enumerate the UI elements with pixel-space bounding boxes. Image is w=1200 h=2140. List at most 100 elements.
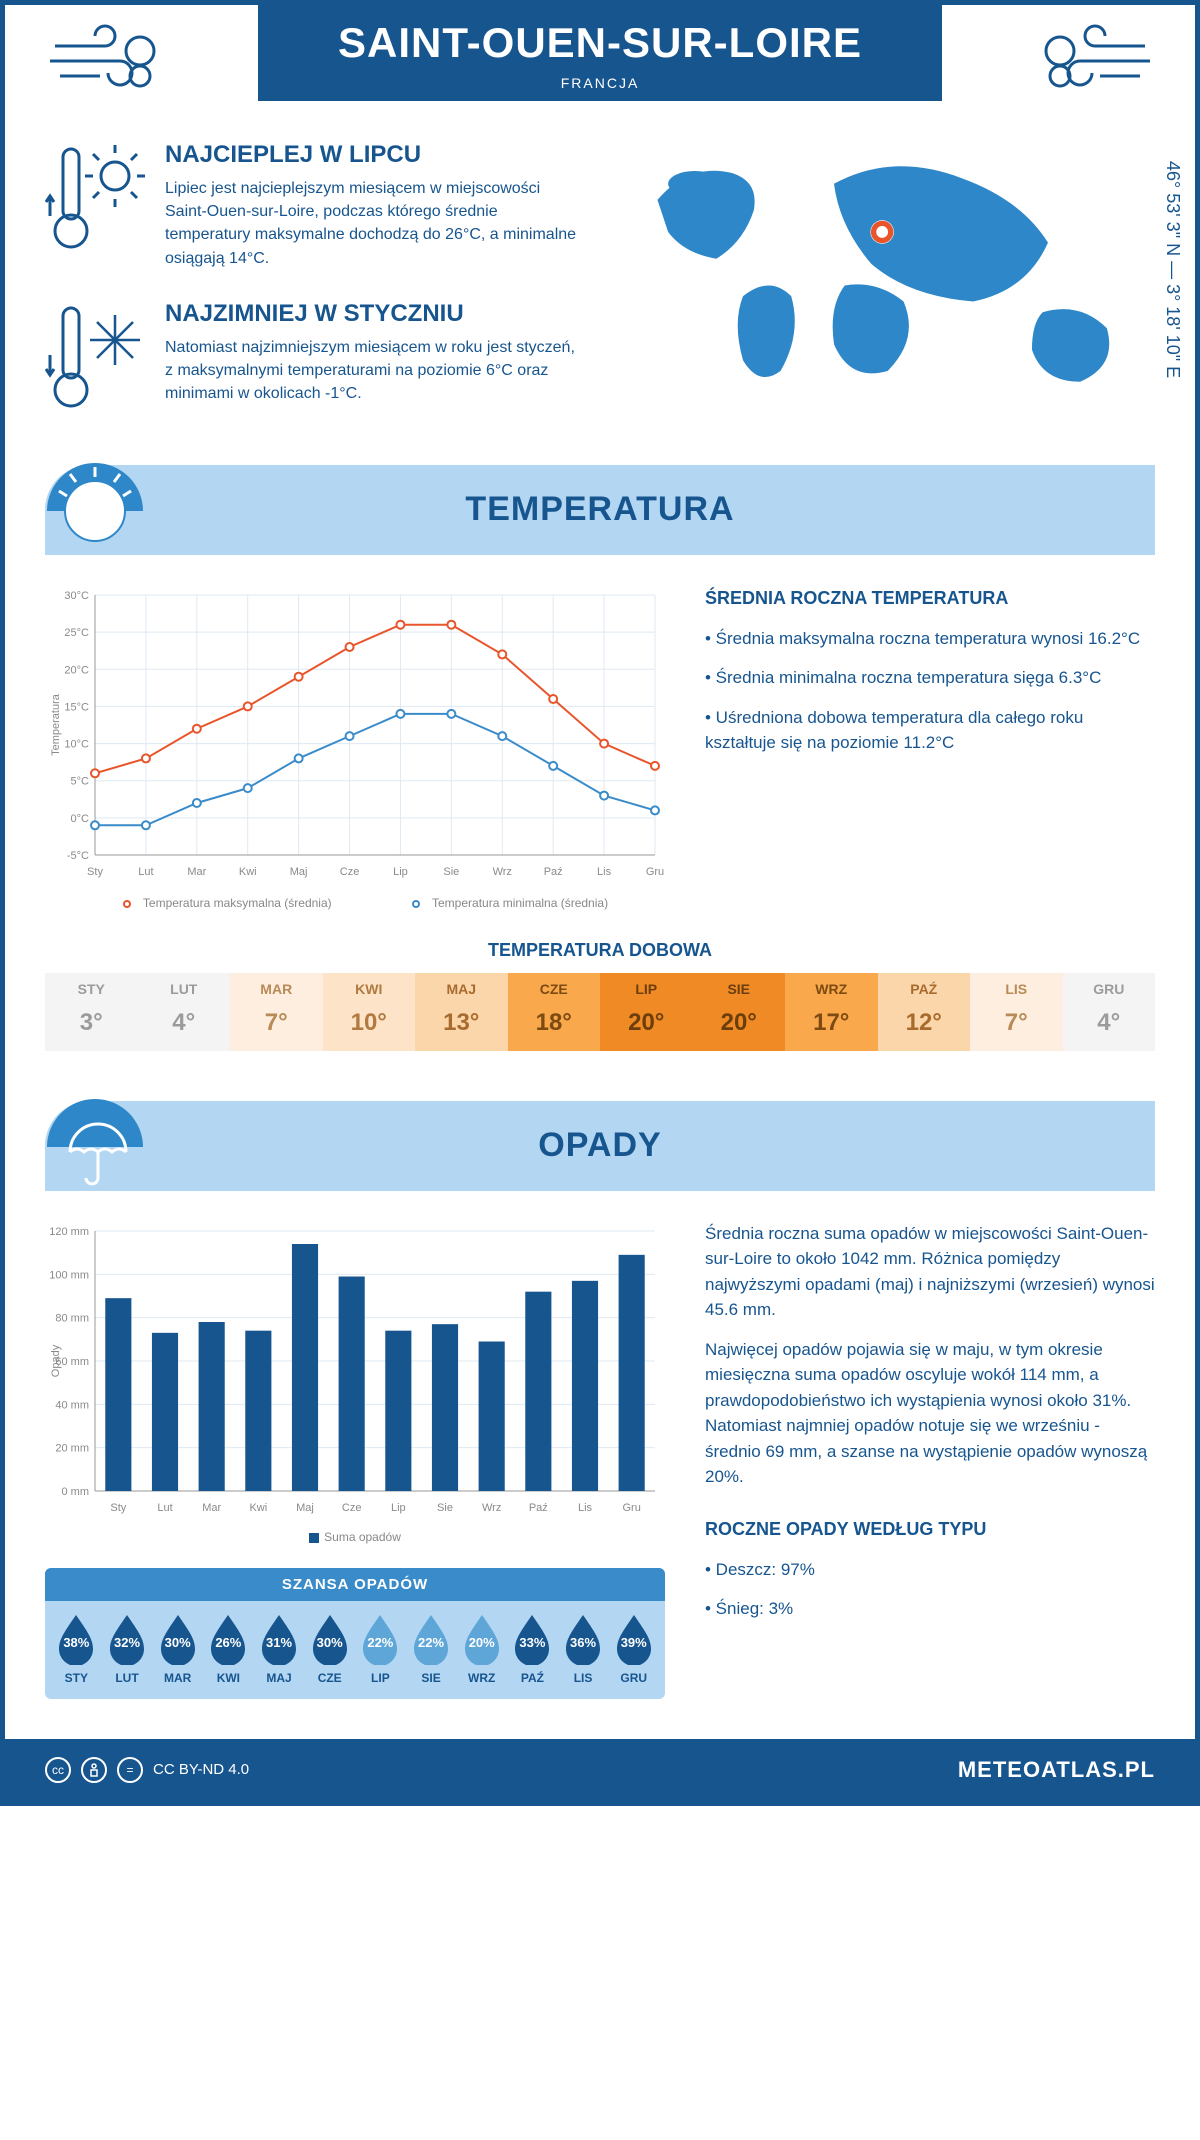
heat-cell: MAJ 13° [415, 973, 508, 1051]
heat-month: CZE [508, 981, 601, 997]
drop-value: 33% [519, 1635, 545, 1650]
umbrella-icon [45, 1097, 145, 1202]
svg-text:80 mm: 80 mm [55, 1312, 89, 1324]
heat-cell: LUT 4° [138, 973, 231, 1051]
precip-banner: OPADY [45, 1101, 1155, 1191]
rain-drop-cell: 38% STY [51, 1613, 102, 1685]
wind-icon [1035, 21, 1155, 106]
drop-icon: 30% [309, 1613, 351, 1665]
drop-icon: 22% [410, 1613, 452, 1665]
drop-value: 38% [63, 1635, 89, 1650]
hottest-title: NAJCIEPLEJ W LIPCU [165, 141, 580, 169]
svg-text:Opady: Opady [50, 1344, 62, 1377]
svg-text:15°C: 15°C [64, 701, 89, 713]
heat-cell: GRU 4° [1063, 973, 1156, 1051]
drop-icon: 31% [258, 1613, 300, 1665]
rain-chance-panel: SZANSA OPADÓW 38% STY 32% LUT 30% [45, 1568, 665, 1699]
heat-value: 7° [970, 1009, 1063, 1037]
rain-drop-cell: 30% CZE [304, 1613, 355, 1685]
coldest-block: NAJZIMNIEJ W STYCZNIU Natomiast najzimni… [45, 300, 580, 425]
svg-text:0 mm: 0 mm [62, 1486, 90, 1498]
temp-bullet: • Uśredniona dobowa temperatura dla całe… [705, 705, 1155, 756]
heat-cell: KWI 10° [323, 973, 416, 1051]
temperature-title: TEMPERATURA [465, 490, 734, 529]
svg-text:Paź: Paź [529, 1502, 548, 1514]
heat-cell: LIS 7° [970, 973, 1063, 1051]
bar-legend-label: Suma opadów [324, 1530, 401, 1544]
precip-summary: Średnia roczna suma opadów w miejscowośc… [705, 1221, 1155, 1699]
heat-cell: WRZ 17° [785, 973, 878, 1051]
coordinates: 46° 53' 3" N — 3° 18' 10" E [1162, 161, 1183, 378]
heat-month: MAR [230, 981, 323, 997]
rain-drop-cell: 32% LUT [102, 1613, 153, 1685]
site-name: METEOATLAS.PL [958, 1757, 1155, 1783]
world-map [620, 141, 1155, 455]
drop-icon: 38% [55, 1613, 97, 1665]
heat-month: LUT [138, 981, 231, 997]
drop-month: STY [51, 1671, 102, 1685]
drop-month: PAŹ [507, 1671, 558, 1685]
svg-text:Kwi: Kwi [239, 866, 257, 878]
heat-value: 17° [785, 1009, 878, 1037]
drop-value: 39% [621, 1635, 647, 1650]
page: SAINT-OUEN-SUR-LOIRE FRANCJA [0, 0, 1200, 1806]
drop-value: 32% [114, 1635, 140, 1650]
drop-month: LUT [102, 1671, 153, 1685]
title-ribbon: SAINT-OUEN-SUR-LOIRE FRANCJA [258, 5, 942, 101]
sun-icon [45, 461, 145, 566]
svg-text:30°C: 30°C [64, 590, 89, 602]
svg-text:100 mm: 100 mm [49, 1269, 89, 1281]
svg-text:Mar: Mar [187, 866, 206, 878]
svg-text:Gru: Gru [646, 866, 664, 878]
rain-drop-cell: 36% LIS [558, 1613, 609, 1685]
svg-text:Sty: Sty [110, 1502, 126, 1514]
svg-text:120 mm: 120 mm [49, 1226, 89, 1238]
coldest-text: Natomiast najzimniejszym miesiącem w rok… [165, 336, 580, 406]
drop-value: 36% [570, 1635, 596, 1650]
heat-value: 4° [1063, 1009, 1156, 1037]
heat-value: 13° [415, 1009, 508, 1037]
heat-month: KWI [323, 981, 416, 997]
heat-cell: LIP 20° [600, 973, 693, 1051]
cc-icon: cc [45, 1757, 71, 1783]
svg-text:Maj: Maj [296, 1502, 314, 1514]
drop-month: KWI [203, 1671, 254, 1685]
svg-text:Cze: Cze [342, 1502, 362, 1514]
heat-value: 4° [138, 1009, 231, 1037]
heat-value: 12° [878, 1009, 971, 1037]
heat-value: 18° [508, 1009, 601, 1037]
drop-value: 30% [165, 1635, 191, 1650]
svg-text:Cze: Cze [340, 866, 360, 878]
svg-text:Lis: Lis [578, 1502, 593, 1514]
rain-chance-drops: 38% STY 32% LUT 30% MAR [45, 1601, 665, 1685]
precip-content: 0 mm20 mm40 mm60 mm80 mm100 mm120 mmStyL… [45, 1221, 1155, 1699]
thermometer-hot-icon [45, 141, 145, 270]
drop-value: 30% [317, 1635, 343, 1650]
heat-cell: SIE 20° [693, 973, 786, 1051]
temperature-banner: TEMPERATURA [45, 465, 1155, 555]
drop-month: GRU [608, 1671, 659, 1685]
drop-icon: 39% [613, 1613, 655, 1665]
drop-icon: 22% [359, 1613, 401, 1665]
city-name: SAINT-OUEN-SUR-LOIRE [338, 19, 862, 67]
precip-para: Średnia roczna suma opadów w miejscowośc… [705, 1221, 1155, 1323]
nd-icon: = [117, 1757, 143, 1783]
drop-icon: 26% [207, 1613, 249, 1665]
heat-month: SIE [693, 981, 786, 997]
rain-drop-cell: 22% SIE [406, 1613, 457, 1685]
heat-month: LIS [970, 981, 1063, 997]
svg-text:0°C: 0°C [71, 813, 90, 825]
drop-month: MAJ [254, 1671, 305, 1685]
heat-value: 7° [230, 1009, 323, 1037]
svg-text:Paź: Paź [544, 866, 563, 878]
precip-type-title: ROCZNE OPADY WEDŁUG TYPU [705, 1516, 1155, 1543]
svg-text:Lip: Lip [391, 1502, 406, 1514]
bar-chart-legend: Suma opadów [45, 1530, 665, 1544]
svg-text:Lis: Lis [597, 866, 612, 878]
hottest-block: NAJCIEPLEJ W LIPCU Lipiec jest najcieple… [45, 141, 580, 270]
svg-text:Mar: Mar [202, 1502, 221, 1514]
hottest-text: Lipiec jest najcieplejszym miesiącem w m… [165, 177, 580, 270]
svg-text:Wrz: Wrz [482, 1502, 501, 1514]
svg-text:20 mm: 20 mm [55, 1442, 89, 1454]
drop-icon: 20% [461, 1613, 503, 1665]
